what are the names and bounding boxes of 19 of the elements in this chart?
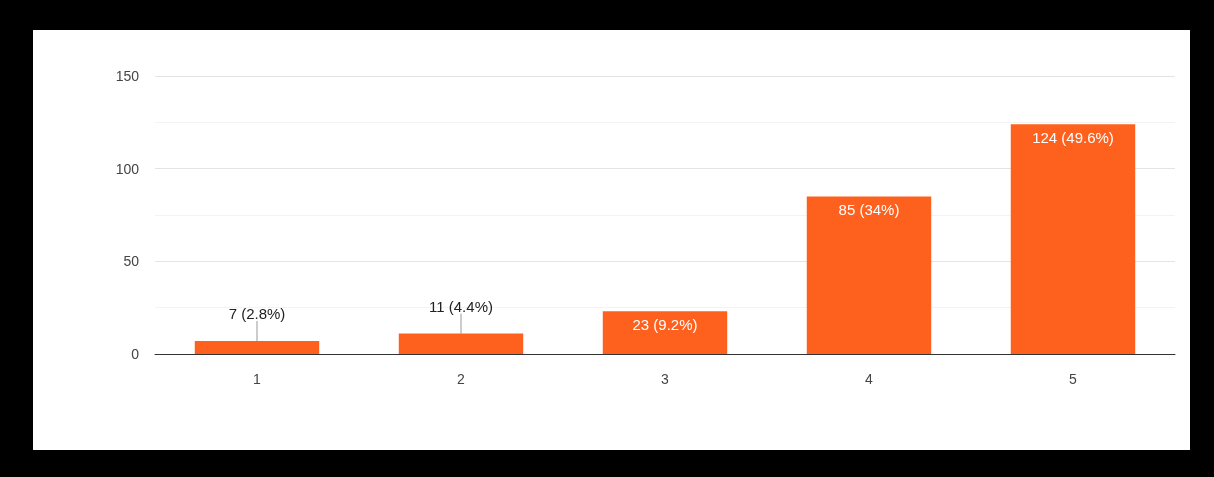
y-tick-label: 0 [131,346,140,362]
bar [1010,124,1136,354]
bar [806,196,932,354]
data-label: 85 (34%) [838,201,900,219]
x-tick-label: 5 [1069,371,1078,387]
y-tick-label: 100 [115,160,140,177]
data-label: 124 (49.6%) [1032,129,1114,147]
y-tick-label: 50 [123,253,140,270]
x-tick-label: 2 [457,371,466,387]
x-tick-label: 1 [253,371,262,387]
bar [194,341,320,354]
bar [602,311,728,354]
data-label: 23 (9.2%) [632,316,698,334]
data-label: 7 (2.8%) [228,305,286,323]
y-tick-label: 150 [115,68,140,84]
x-tick-label: 4 [865,371,874,387]
bar [398,333,524,354]
data-label: 11 (4.4%) [429,297,493,315]
x-tick-label: 3 [661,371,670,387]
